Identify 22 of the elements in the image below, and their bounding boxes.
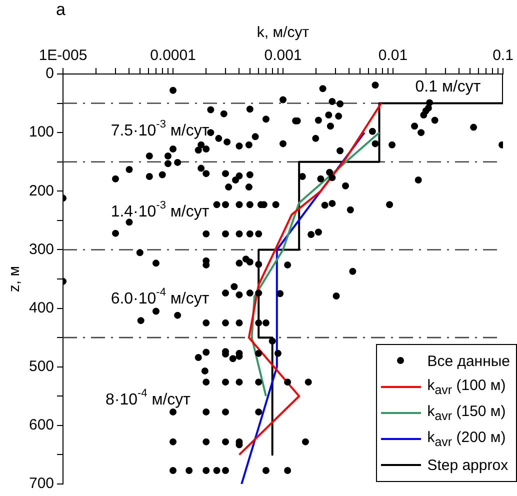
y-tick-label: 700: [28, 475, 54, 492]
annotation: 0.1 м/сут: [415, 78, 482, 96]
x-tick-label: 0.0001: [150, 47, 196, 64]
legend-label: Все данные: [427, 352, 510, 370]
y-tick-label: 100: [28, 124, 54, 141]
legend-label: k$_{avr}$ (150 м): [427, 403, 506, 423]
y-axis-title: z, м: [6, 266, 24, 292]
x-axis-title: k, м/сут: [256, 24, 310, 42]
x-tick-label: 0.1: [492, 47, 514, 64]
y-tick-label: 400: [28, 299, 54, 316]
x-tick-label: 1E-005: [38, 47, 88, 64]
chart-title: а: [56, 0, 66, 20]
y-tick-label: 200: [28, 182, 54, 200]
y-tick-label: 600: [28, 416, 54, 434]
x-tick-label: 0.01: [378, 47, 408, 64]
y-tick-label: 500: [28, 358, 54, 375]
legend-label: Step approx: [427, 456, 508, 474]
x-tick-label: 0.001: [264, 47, 302, 64]
legend-label: k$_{avr}$ (200 м): [427, 429, 506, 449]
y-tick-label: 0: [46, 65, 54, 82]
legend-label: k$_{avr}$ (100 м): [427, 377, 506, 397]
y-tick-label: 300: [28, 240, 54, 258]
